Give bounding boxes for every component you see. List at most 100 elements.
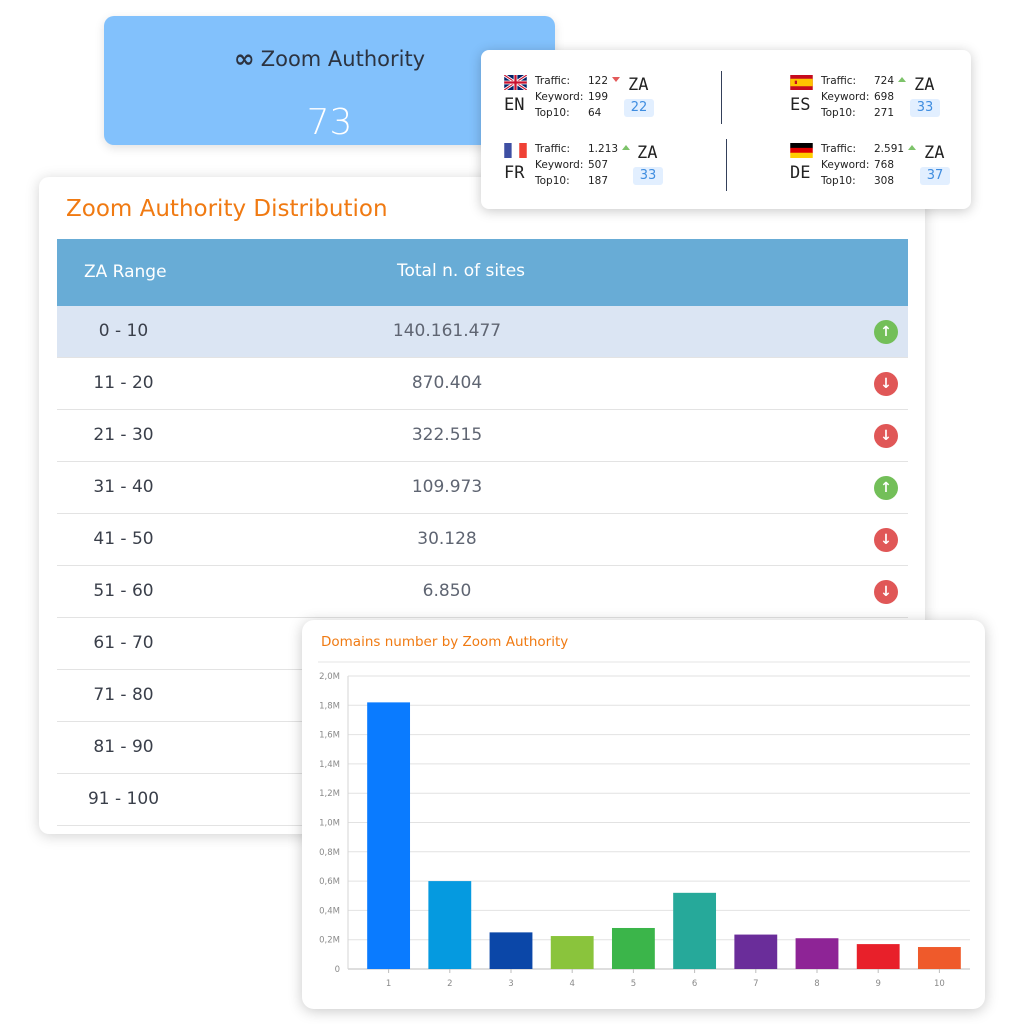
bar-4[interactable] xyxy=(550,936,594,969)
total-cell: 140.161.477 xyxy=(392,321,502,341)
stat-labels: Traffic: Keyword: Top10: xyxy=(821,73,869,121)
bar-chart: 0 0,2M 0,4M 0,6M 0,8M 1,0M 1,2M 1,4M 1,6M 1,8M 2,0… xyxy=(318,661,970,989)
arrow-down-circle-icon: ↓ xyxy=(874,528,898,552)
za-badge: 22 xyxy=(624,99,654,117)
x-tick-label: 5 xyxy=(631,979,636,989)
bar-1[interactable] xyxy=(367,702,411,969)
table-row: 0 - 10 140.161.477 ↑ xyxy=(57,306,908,358)
za-label: ZA xyxy=(924,143,945,163)
bar-7[interactable] xyxy=(734,934,778,969)
zoom-authority-title: Zoom Authority xyxy=(260,46,426,71)
top10-value: 308 xyxy=(874,175,895,187)
arrow-up-circle-icon: ↑ xyxy=(874,320,898,344)
column-divider xyxy=(726,139,727,191)
keyword-label: Keyword: xyxy=(535,91,584,103)
keyword-value: 199 xyxy=(588,91,609,103)
keyword-value: 698 xyxy=(874,91,895,103)
bar-9[interactable] xyxy=(856,944,900,969)
country-code: EN xyxy=(504,95,525,115)
x-tick-label: 10 xyxy=(934,979,945,989)
trend-up-icon xyxy=(908,145,917,150)
distribution-title: Zoom Authority Distribution xyxy=(66,196,388,222)
y-tick-label: 0,8M xyxy=(319,848,340,858)
uk-flag-icon xyxy=(504,75,527,90)
x-tick-label: 2 xyxy=(447,979,452,989)
total-cell: 870.404 xyxy=(411,373,483,393)
arrow-up-circle-icon: ↑ xyxy=(874,476,898,500)
keyword-value: 768 xyxy=(874,159,895,171)
stat-labels: Traffic: Keyword: Top10: xyxy=(821,141,869,189)
traffic-value: 1.213 xyxy=(588,143,619,155)
x-tick-label: 7 xyxy=(753,979,758,989)
x-tick-label: 4 xyxy=(569,979,574,989)
country-code: DE xyxy=(790,163,811,183)
stat-values: 2.591 768 308 xyxy=(874,141,917,189)
y-tick-label: 0,6M xyxy=(319,877,340,887)
top10-value: 271 xyxy=(874,107,895,119)
bar-2[interactable] xyxy=(428,881,472,969)
keyword-label: Keyword: xyxy=(821,91,870,103)
y-tick-label: 1,4M xyxy=(319,760,340,770)
bar-8[interactable] xyxy=(795,938,839,969)
za-badge: 33 xyxy=(633,167,663,185)
total-cell: 6.850 xyxy=(422,581,472,601)
top10-label: Top10: xyxy=(821,107,856,119)
y-tick-label: 0 xyxy=(335,965,340,975)
stat-values: 1.213 507 187 xyxy=(588,141,631,189)
range-cell: 71 - 80 xyxy=(93,685,154,705)
x-tick-label: 8 xyxy=(814,979,819,989)
spain-flag-icon xyxy=(790,75,813,90)
traffic-value: 2.591 xyxy=(874,143,905,155)
x-tick-label: 3 xyxy=(508,979,513,989)
keyword-label: Keyword: xyxy=(535,159,584,171)
range-cell: 91 - 100 xyxy=(87,789,160,809)
x-tick-label: 1 xyxy=(386,979,391,989)
x-tick-label: 9 xyxy=(875,979,880,989)
arrow-down-circle-icon: ↓ xyxy=(874,372,898,396)
bar-5[interactable] xyxy=(611,927,655,969)
table-row: 41 - 50 30.128 ↓ xyxy=(57,514,908,566)
bar-10[interactable] xyxy=(917,947,961,969)
table-row: 11 - 20 870.404 ↓ xyxy=(57,358,908,410)
infinity-icon: ∞ xyxy=(233,44,255,73)
y-tick-label: 0,4M xyxy=(319,906,340,916)
traffic-value: 724 xyxy=(874,75,895,87)
trend-up-icon xyxy=(898,77,907,82)
country-stats-es: ES Traffic: Keyword: Top10: 724 698 271 … xyxy=(790,73,950,129)
trend-up-icon xyxy=(622,145,631,150)
x-tick-label: 6 xyxy=(692,979,697,989)
stat-labels: Traffic: Keyword: Top10: xyxy=(535,141,583,189)
za-badge: 33 xyxy=(910,99,940,117)
arrow-down-circle-icon: ↓ xyxy=(874,424,898,448)
za-badge: 37 xyxy=(920,167,950,185)
top10-label: Top10: xyxy=(535,175,570,187)
traffic-value: 122 xyxy=(588,75,609,87)
y-tick-label: 1,8M xyxy=(319,701,340,711)
column-header-range: ZA Range xyxy=(84,262,167,282)
traffic-label: Traffic: xyxy=(821,143,857,155)
range-cell: 61 - 70 xyxy=(93,633,154,653)
traffic-label: Traffic: xyxy=(535,143,571,155)
country-stats-card: EN Traffic: Keyword: Top10: 122 199 64 Z… xyxy=(481,50,971,209)
top10-value: 64 xyxy=(588,107,602,119)
germany-flag-icon xyxy=(790,143,813,158)
country-code: ES xyxy=(790,95,811,115)
table-row: 21 - 30 322.515 ↓ xyxy=(57,410,908,462)
chart-title: Domains number by Zoom Authority xyxy=(321,634,569,650)
zoom-authority-header: ∞ Zoom Authority xyxy=(104,46,555,71)
column-divider xyxy=(721,71,722,124)
column-header-total: Total n. of sites xyxy=(397,261,526,281)
range-cell: 31 - 40 xyxy=(93,477,154,497)
za-label: ZA xyxy=(637,143,658,163)
bar-6[interactable] xyxy=(673,892,717,969)
table-header: ZA Range Total n. of sites xyxy=(57,239,908,306)
range-cell: 51 - 60 xyxy=(93,581,154,601)
range-cell: 11 - 20 xyxy=(93,373,154,393)
y-tick-label: 0,2M xyxy=(319,936,340,946)
table-row: 31 - 40 109.973 ↑ xyxy=(57,462,908,514)
country-stats-en: EN Traffic: Keyword: Top10: 122 199 64 Z… xyxy=(504,73,664,129)
keyword-label: Keyword: xyxy=(821,159,870,171)
bar-3[interactable] xyxy=(489,932,533,969)
total-cell: 30.128 xyxy=(417,529,477,549)
y-tick-label: 2,0M xyxy=(319,672,340,682)
